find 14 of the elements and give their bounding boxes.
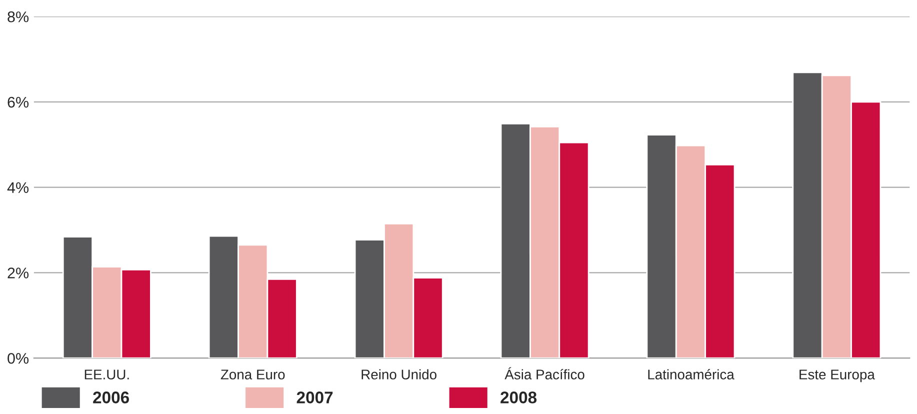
legend-label: 2008 xyxy=(500,392,537,404)
x-tick-label: Ásia Pacífico xyxy=(504,367,584,380)
y-tick-label: 4% xyxy=(7,182,29,193)
legend-label: 2006 xyxy=(93,392,129,404)
x-tick-label: EE.UU. xyxy=(84,370,129,380)
legend-label: 2007 xyxy=(296,392,333,404)
x-tick-label: Reino Unido xyxy=(362,369,436,380)
y-tick-label: 8% xyxy=(8,11,29,22)
y-tick-label: 2% xyxy=(8,268,29,278)
x-tick-label: Este Europa xyxy=(800,370,875,382)
y-tick-label: 6% xyxy=(8,96,29,108)
y-tick-label: 0% xyxy=(8,352,29,364)
x-tick-label: Zona Euro xyxy=(220,370,285,380)
x-tick-label: Latinoamérica xyxy=(648,369,734,380)
